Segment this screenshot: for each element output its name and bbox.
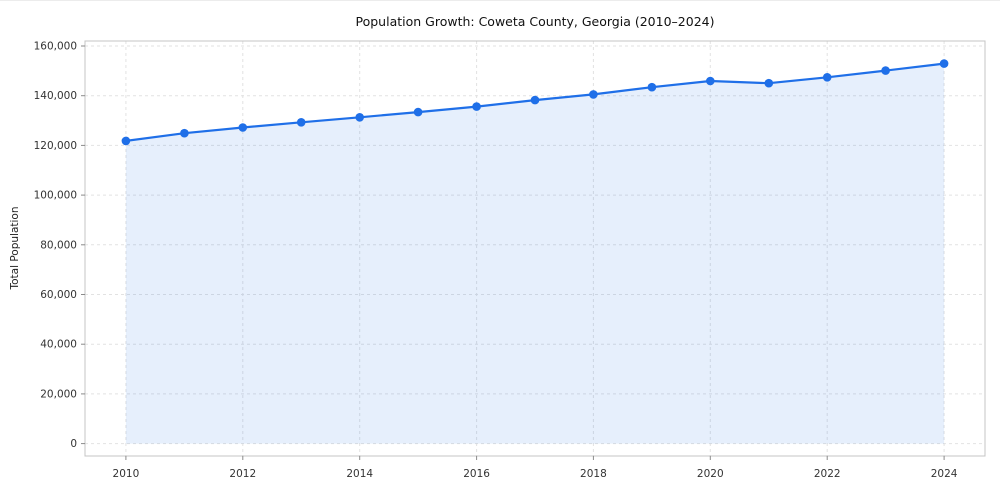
data-point-marker [764, 78, 774, 88]
x-tick-label: 2024 [931, 468, 958, 480]
tick-layer: 0 20,000 40,000 60,000 80,000 100,000 120,000 1… [34, 41, 958, 481]
y-tick-label: 120,000 [34, 140, 77, 152]
y-tick-label: 40,000 [40, 339, 77, 351]
data-point-marker [355, 113, 365, 122]
x-tick-label: 2018 [580, 468, 607, 480]
y-tick-label: 80,000 [40, 239, 77, 251]
y-tick-label: 60,000 [40, 289, 77, 301]
data-point-marker [939, 59, 949, 68]
x-tick-label: 2014 [346, 468, 373, 480]
data-point-marker [296, 118, 306, 127]
data-point-marker [121, 136, 131, 146]
data-point-marker [881, 66, 890, 75]
chart-title: Population Growth: Coweta County, Georgi… [356, 14, 715, 29]
axes-spines [84, 40, 986, 457]
x-tick-label: 2016 [463, 468, 490, 480]
data-point-marker [589, 90, 598, 99]
data-point-marker [238, 123, 248, 132]
x-tick-label: 2010 [113, 468, 140, 480]
axes-layer [84, 40, 986, 457]
y-tick-label: 0 [70, 438, 77, 450]
x-tick-label: 2022 [814, 468, 841, 480]
data-point-marker [822, 73, 832, 82]
data-point-marker [530, 95, 540, 105]
data-point-marker [706, 76, 715, 86]
grid-layer [85, 41, 985, 456]
area-fill [125, 63, 945, 444]
data-point-marker [413, 107, 423, 117]
y-tick-label: 100,000 [34, 190, 77, 202]
y-tick-label: 160,000 [34, 41, 77, 53]
series-layer [121, 59, 949, 444]
x-tick-label: 2020 [697, 468, 724, 480]
data-point-marker [472, 102, 481, 111]
y-tick-label: 140,000 [34, 90, 77, 102]
x-tick-label: 2012 [229, 468, 256, 480]
data-point-marker [647, 82, 657, 92]
data-point-marker [180, 128, 189, 138]
y-tick-label: 20,000 [40, 388, 77, 400]
y-axis-label: Total Population [9, 206, 21, 290]
